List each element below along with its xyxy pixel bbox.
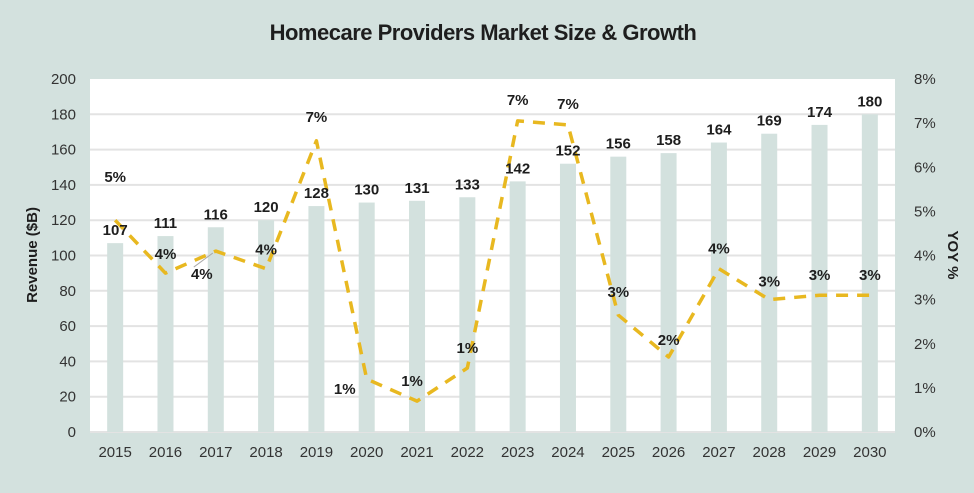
x-tick-label: 2022 <box>451 444 484 461</box>
yoy-value-label: 3% <box>758 274 780 291</box>
x-tick-label: 2018 <box>249 444 282 461</box>
bar-value-label: 120 <box>254 199 279 216</box>
yoy-value-label: 4% <box>191 266 213 283</box>
bar <box>861 114 878 433</box>
y-tick-label: 180 <box>51 106 76 123</box>
yoy-value-labels: 5% 4% 4% 4% 7% 1% 1% 1% 7% 7% 3% 2% 4% 3% 3% 3% <box>104 92 880 398</box>
yoy-value-label: 3% <box>859 267 881 284</box>
y-tick-label: 0 <box>68 424 76 441</box>
y-tick-label: 20 <box>59 389 76 406</box>
x-tick-label: 2017 <box>199 444 232 461</box>
x-tick-label: 2016 <box>149 444 182 461</box>
yoy-line <box>113 119 870 403</box>
y-axis-right-ticks: 0% 1% 2% 3% 4% 5% 6% 7% 8% <box>914 71 936 441</box>
bar-value-label: 174 <box>807 104 833 121</box>
yoy-value-label: 3% <box>607 284 629 301</box>
bar <box>660 153 677 432</box>
y2-tick-label: 1% <box>914 380 936 397</box>
yoy-value-label: 4% <box>255 242 277 259</box>
bar <box>559 163 576 432</box>
bar-value-label: 131 <box>405 180 430 197</box>
bar <box>258 220 275 432</box>
bar <box>358 202 375 432</box>
yoy-value-label: 2% <box>658 332 680 349</box>
yoy-dashed-line <box>113 119 870 403</box>
bar-value-label: 156 <box>606 136 631 153</box>
x-axis-ticks: 2015 2016 2017 2018 2019 2020 2021 2022 2023 2024… <box>98 444 886 461</box>
yoy-value-label: 4% <box>155 246 177 263</box>
bar <box>207 227 224 432</box>
y-axis-left-title: Revenue ($B) <box>24 207 41 303</box>
yoy-value-label: 1% <box>401 373 423 390</box>
y-tick-label: 140 <box>51 177 76 194</box>
y2-tick-label: 8% <box>914 71 936 88</box>
x-tick-label: 2021 <box>400 444 433 461</box>
bar <box>308 206 325 432</box>
bar-value-label: 158 <box>656 132 681 149</box>
bar <box>811 124 828 432</box>
y-tick-label: 100 <box>51 248 76 265</box>
bar <box>409 200 426 432</box>
yoy-value-label: 3% <box>809 267 831 284</box>
x-tick-label: 2027 <box>702 444 735 461</box>
x-tick-label: 2025 <box>602 444 635 461</box>
y-tick-label: 80 <box>59 283 76 300</box>
bar-value-labels: 107 111 116 120 128 130 131 133 142 152 156 158 164 1… <box>103 93 883 239</box>
bar-value-label: 180 <box>857 93 882 110</box>
leader-line <box>193 252 214 268</box>
bar-value-label: 169 <box>757 113 782 130</box>
y2-tick-label: 3% <box>914 292 936 309</box>
yoy-value-label: 4% <box>708 241 730 258</box>
yoy-value-label: 1% <box>457 340 479 357</box>
bar <box>157 236 174 432</box>
x-tick-label: 2024 <box>551 444 584 461</box>
bar-value-label: 116 <box>204 206 228 223</box>
bar-value-label: 164 <box>706 122 732 139</box>
y-tick-label: 60 <box>59 318 76 335</box>
bar-value-label: 107 <box>103 222 128 239</box>
y2-tick-label: 4% <box>914 248 936 265</box>
x-tick-label: 2020 <box>350 444 383 461</box>
bar <box>610 156 627 432</box>
y-tick-label: 200 <box>51 71 76 88</box>
y2-tick-label: 7% <box>914 115 936 132</box>
bar <box>459 197 476 432</box>
x-tick-label: 2029 <box>803 444 836 461</box>
y-axis-right-title: YOY % <box>944 231 961 280</box>
x-tick-label: 2023 <box>501 444 534 461</box>
bar-value-label: 130 <box>354 182 379 199</box>
y-tick-label: 40 <box>59 353 76 370</box>
yoy-value-label: 5% <box>104 169 126 186</box>
bar-value-label: 133 <box>455 176 480 193</box>
yoy-value-label: 7% <box>306 109 328 126</box>
chart-title: Homecare Providers Market Size & Growth <box>270 20 697 45</box>
bar-value-label: 128 <box>304 185 329 202</box>
y-tick-label: 160 <box>51 142 76 159</box>
x-tick-label: 2019 <box>300 444 333 461</box>
y-axis-left-ticks: 0 20 40 60 80 100 120 140 160 180 200 <box>51 71 76 441</box>
bar-value-label: 111 <box>154 215 177 232</box>
yoy-value-label: 1% <box>334 381 356 398</box>
yoy-value-label: 7% <box>557 96 579 113</box>
bar <box>107 243 124 432</box>
y2-tick-label: 2% <box>914 336 936 353</box>
x-tick-label: 2030 <box>853 444 886 461</box>
bar <box>509 181 526 432</box>
x-tick-label: 2026 <box>652 444 685 461</box>
x-tick-label: 2015 <box>98 444 131 461</box>
y2-tick-label: 5% <box>914 203 936 220</box>
y2-tick-label: 0% <box>914 424 936 441</box>
yoy-value-label: 7% <box>507 92 529 109</box>
bar <box>710 142 727 433</box>
bar-value-label: 152 <box>555 143 580 160</box>
revenue-bars <box>107 114 878 433</box>
y-tick-label: 120 <box>51 212 76 229</box>
y2-tick-label: 6% <box>914 159 936 176</box>
bar <box>761 133 778 432</box>
bar-value-label: 142 <box>505 160 530 177</box>
x-tick-label: 2028 <box>753 444 786 461</box>
